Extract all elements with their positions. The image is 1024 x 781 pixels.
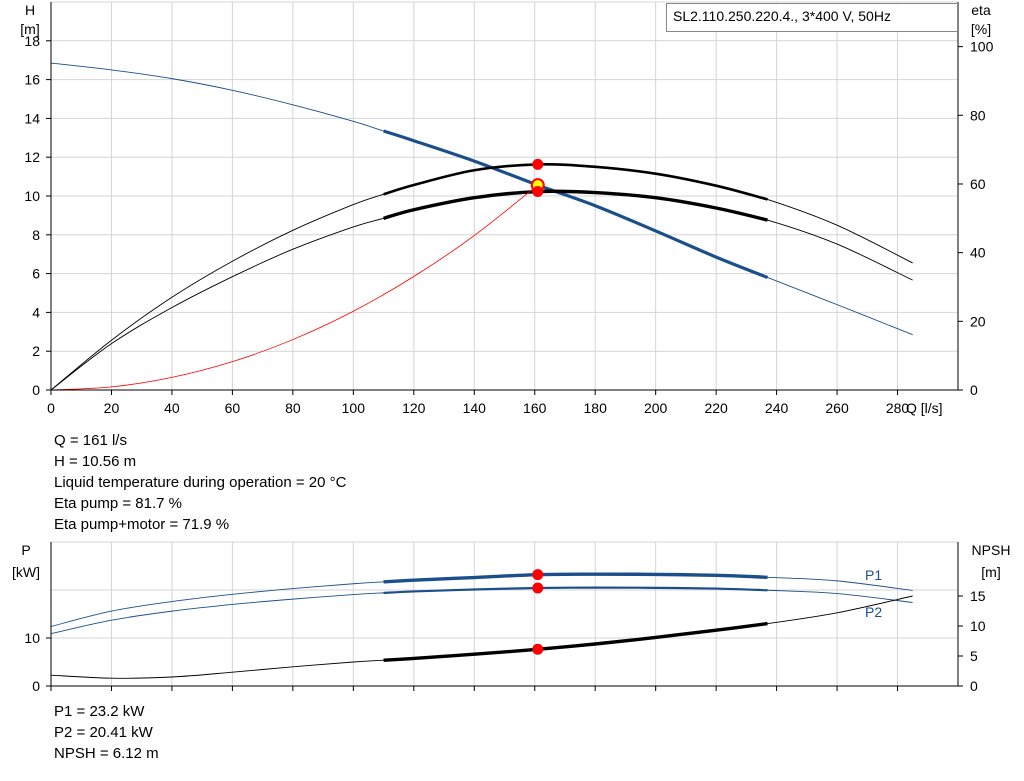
p1-curve xyxy=(50,573,913,627)
eta-tick-label: 40 xyxy=(970,245,986,261)
p1-series-label: P1 xyxy=(865,567,882,583)
flow-tick-label: 200 xyxy=(644,400,668,416)
power-info: P1 = 23.2 kW P2 = 20.41 kW NPSH = 6.12 m xyxy=(54,701,159,764)
eta-axis-title: eta xyxy=(971,2,991,18)
p2-curve xyxy=(50,587,913,635)
eta-axis-title-unit: [%] xyxy=(971,21,991,37)
npsh-curve xyxy=(50,595,913,679)
npsh-tick-label: 0 xyxy=(970,678,978,694)
p1-curve-operating-range xyxy=(383,572,768,584)
eta-tick-label: 20 xyxy=(970,313,986,329)
flow-tick-label: 20 xyxy=(104,400,120,416)
eta-tick-label: 80 xyxy=(970,107,986,123)
flow-tick-label: 240 xyxy=(765,400,789,416)
head-curve-operating-range xyxy=(383,129,769,279)
eta-tick-label: 100 xyxy=(970,39,994,55)
head-tick-label: 8 xyxy=(32,227,40,243)
operating-point-marker xyxy=(532,158,544,170)
npsh-curve-operating-range xyxy=(383,621,768,662)
flow-tick-label: 60 xyxy=(225,400,241,416)
point-layer xyxy=(530,158,545,655)
p1-readout: P1 = 23.2 kW xyxy=(54,703,145,720)
head-tick-label: 2 xyxy=(32,343,40,359)
power-tick-label: 0 xyxy=(32,678,40,694)
temperature-readout: Liquid temperature during operation = 20… xyxy=(54,474,347,491)
flow-axis-title: Q [l/s] xyxy=(906,400,943,416)
flow-tick-label: 80 xyxy=(285,400,301,416)
head-curve xyxy=(50,62,913,336)
head-tick-label: 12 xyxy=(24,149,40,165)
tick-layer: 0 20 40 60 80 100 120 140 160 180 200 220 240 260 2800… xyxy=(24,33,993,694)
model-label: SL2.110.250.220.4., 3*400 V, 50Hz xyxy=(666,3,958,32)
p2-curve-operating-range xyxy=(383,586,768,594)
npsh-tick-label: 15 xyxy=(970,588,986,604)
head-tick-label: 6 xyxy=(32,266,40,282)
flow-tick-label: 40 xyxy=(164,400,180,416)
npsh-readout: NPSH = 6.12 m xyxy=(54,745,159,762)
eta-tick-label: 0 xyxy=(970,382,978,398)
flow-tick-label: 120 xyxy=(402,400,426,416)
eta-pump-motor-curve xyxy=(50,190,913,391)
flow-tick-label: 260 xyxy=(825,400,849,416)
power-axis-title-unit: [kW] xyxy=(12,564,40,580)
flow-tick-label: 100 xyxy=(342,400,366,416)
flow-tick-label: 180 xyxy=(584,400,608,416)
head-tick-label: 4 xyxy=(32,304,40,320)
eta-pump-motor-readout: Eta pump+motor = 71.9 % xyxy=(54,516,230,533)
flow-tick-label: 280 xyxy=(886,400,910,416)
power-axis-title: P xyxy=(21,542,30,558)
head-readout: H = 10.56 m xyxy=(54,453,137,470)
head-tick-label: 0 xyxy=(32,382,40,398)
eta-pump-curve-operating-range xyxy=(383,162,768,201)
system-curve-curve xyxy=(50,184,539,391)
p2-series-label: P2 xyxy=(865,604,882,620)
eta-tick-label: 60 xyxy=(970,176,986,192)
p2-readout: P2 = 20.41 kW xyxy=(54,724,153,741)
flow-readout: Q = 161 l/s xyxy=(54,432,127,449)
operating-point-marker xyxy=(532,186,544,198)
flow-tick-label: 220 xyxy=(704,400,728,416)
npsh-axis-title: NPSH xyxy=(972,542,1011,558)
head-tick-label: 10 xyxy=(24,188,40,204)
npsh-tick-label: 10 xyxy=(970,618,986,634)
npsh-tick-label: 5 xyxy=(970,648,978,664)
flow-tick-label: 160 xyxy=(523,400,547,416)
operating-point-marker xyxy=(532,569,544,581)
power-tick-label: 10 xyxy=(24,630,40,646)
head-tick-label: 16 xyxy=(24,72,40,88)
head-axis-title-unit: [m] xyxy=(20,21,39,37)
eta-pump-motor-curve-operating-range xyxy=(383,189,768,222)
head-tick-label: 14 xyxy=(24,110,40,126)
operating-point-marker xyxy=(532,582,544,594)
eta-pump-readout: Eta pump = 81.7 % xyxy=(54,495,182,512)
curve-layer xyxy=(50,62,913,679)
flow-tick-label: 0 xyxy=(47,400,55,416)
axis-layer xyxy=(46,2,963,691)
head-axis-title-h: H xyxy=(25,2,35,18)
grid-layer xyxy=(51,1,958,686)
flow-tick-label: 140 xyxy=(463,400,487,416)
operating-point-marker xyxy=(532,643,544,655)
npsh-axis-title-unit: [m] xyxy=(981,564,1000,580)
operating-point-info: Q = 161 l/s H = 10.56 m Liquid temperatu… xyxy=(54,430,346,535)
head-tick-label: 18 xyxy=(24,33,40,49)
